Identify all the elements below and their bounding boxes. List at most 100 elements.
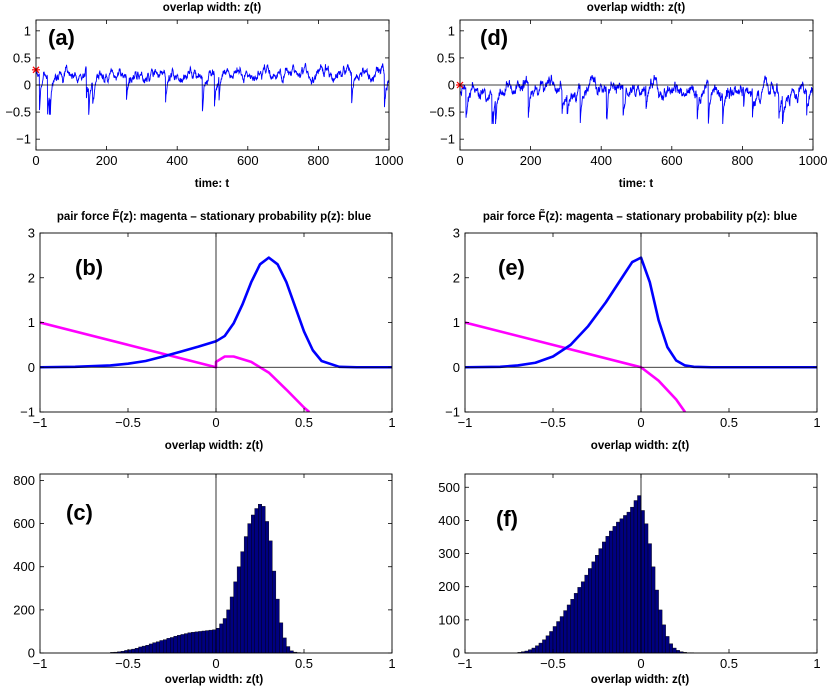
y-tick-label: 2 [28,270,35,285]
y-tick-label: 0 [453,646,460,661]
y-tick-label: −1 [16,132,31,147]
panel-b-plot-area [40,256,392,412]
histogram-bar [134,648,139,653]
panel-a-time-series: overlap width: z(t) time: t (a) 0 200 400 6… [5,2,403,190]
y-tick-label: 400 [13,559,35,574]
panel-d-label: (d) [480,25,508,50]
panel-e-title: pair force F̃(z): magenta – stationary p… [483,210,797,223]
x-tick-label: 0.5 [720,415,738,430]
x-tick-label: −0.5 [115,656,141,671]
histogram-bar [591,561,596,653]
y-tick-label: 0 [28,360,35,375]
histogram-bar [152,642,157,653]
x-tick-label: 400 [590,153,612,168]
y-tick-label: 1 [28,315,35,330]
y-tick-label: −0.5 [5,105,31,120]
panel-b-xlabel: overlap width: z(t) [165,440,264,452]
y-tick-label: −1 [20,405,35,420]
histogram-bar [545,635,550,653]
y-tick-label: 1 [448,23,455,38]
y-tick-label: 600 [13,516,35,531]
histogram-bar [215,627,220,653]
histogram-bar [616,521,621,653]
x-tick-label: 600 [661,153,683,168]
histogram-bar [619,518,624,653]
x-tick-label: 800 [308,153,330,168]
y-tick-label: 400 [438,513,460,528]
panel-c-xlabel: overlap width: z(t) [165,674,264,686]
panel-f-label: (f) [496,506,518,531]
histogram-bar [250,514,255,653]
histogram-bar [148,643,153,653]
x-tick-label: 0 [32,153,39,168]
panel-a-xlabel: time: t [195,178,230,190]
histogram-bar [198,631,203,653]
panel-e-plot-area [465,256,817,412]
x-tick-label: −1 [33,656,48,671]
histogram-bar [563,610,568,653]
histogram-bar [233,581,238,653]
histogram-bar [286,646,291,653]
panel-a-title: overlap width: z(t) [163,2,262,14]
histogram-bar [265,521,269,653]
x-tick-label: 200 [96,153,118,168]
histogram-bar [654,589,659,653]
x-tick-label: −1 [33,415,48,430]
y-tick-label: 0 [448,78,455,93]
histogram-bar [141,645,146,653]
y-tick-label: 1 [24,23,31,38]
histogram-bar [275,598,280,653]
panel-a-plot-area [36,62,389,115]
histogram-bar [212,629,217,653]
y-tick-label: 300 [438,546,460,561]
panel-c-histogram: overlap width: z(t) (c) −1 −0.5 0 0.5 1 0 200 4… [13,473,395,686]
histogram-bar [605,536,610,653]
x-tick-label: −1 [458,415,473,430]
x-tick-label: 1 [388,656,395,671]
histogram-bar [595,555,599,653]
x-tick-label: 0 [212,415,219,430]
histogram-bar [184,633,189,653]
y-tick-label: 100 [438,612,460,627]
histogram-bar [573,593,578,653]
histogram-bar [602,541,607,653]
panel-f-histogram: overlap width: z(t) (f) −1 −0.5 0 0.5 1 0 100 2… [438,473,821,686]
histogram-bar [630,506,635,653]
histogram-bar [191,632,196,653]
pair-force-line [465,321,687,412]
x-tick-label: 0 [456,153,463,168]
histogram-bar [538,642,543,653]
x-tick-label: 1000 [799,153,828,168]
panel-c-label: (c) [66,500,93,525]
histogram-bar [173,635,178,653]
histogram-bar [229,596,234,653]
histogram-bar [658,609,663,653]
x-tick-label: −0.5 [540,656,566,671]
histogram-bar [138,646,143,653]
histogram-bar [201,630,206,653]
histogram-bar [549,631,554,653]
y-tick-label: 3 [28,226,35,241]
histogram-bar [588,568,592,653]
panel-f-plot-area [517,495,695,653]
histogram-bar [240,551,245,653]
histogram-bar [623,515,628,653]
panel-f-xlabel: overlap width: z(t) [591,674,690,686]
probability-line [40,256,392,369]
histogram-bar [640,510,645,653]
histogram-bar [626,511,631,653]
histogram-bar [205,630,210,653]
histogram-bar [556,621,561,653]
histogram-bar [289,650,294,653]
y-tick-label: 500 [438,480,460,495]
x-tick-label: −0.5 [115,415,141,430]
x-tick-label: 1000 [375,153,404,168]
histogram-bar [535,645,540,653]
histogram-bar [222,618,227,653]
panel-d-plot-area [460,74,813,125]
y-tick-label: 0.5 [13,50,31,65]
histogram-bar [187,632,192,653]
histogram-bar [580,581,585,653]
histogram-bar [177,635,181,653]
histogram-bar [254,508,259,653]
